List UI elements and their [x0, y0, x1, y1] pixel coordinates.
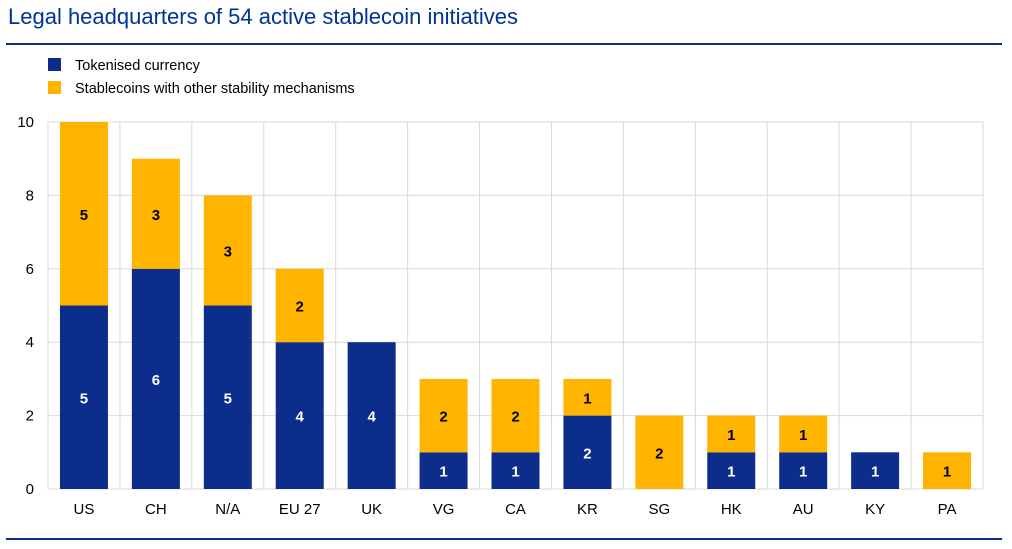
data-label: 1 — [799, 464, 807, 481]
bar-other-us — [59, 122, 108, 306]
y-tick-label: 4 — [26, 334, 34, 351]
y-tick-label: 6 — [26, 261, 34, 278]
chart-title: Legal headquarters of 54 active stableco… — [8, 4, 518, 29]
bar-tokenised-ch — [131, 268, 180, 489]
bar-other-eu27 — [275, 268, 324, 343]
bar-other-hk — [707, 415, 756, 453]
title-divider — [6, 43, 1002, 45]
data-label: 2 — [439, 409, 447, 426]
legend-label: Stablecoins with other stability mechani… — [75, 81, 355, 97]
bar-other-au — [779, 415, 828, 453]
data-label: 2 — [583, 445, 591, 462]
data-label: 1 — [943, 464, 951, 481]
bar-other-na — [203, 195, 252, 306]
bar-tokenised-hk — [707, 452, 756, 489]
data-label: 2 — [511, 409, 519, 426]
x-tick-label: AU — [793, 501, 814, 518]
data-label: 1 — [439, 464, 447, 481]
data-label: 4 — [296, 409, 305, 426]
bar-tokenised-eu27 — [275, 342, 324, 489]
bar-other-vg — [419, 378, 468, 453]
y-tick-label: 2 — [26, 408, 34, 425]
bar-other-sg — [635, 415, 684, 489]
legend-label: Tokenised currency — [75, 58, 201, 74]
data-label: 2 — [296, 299, 304, 316]
x-tick-label: HK — [721, 501, 742, 518]
legend-swatch — [48, 81, 61, 94]
x-tick-label: CH — [145, 501, 167, 518]
bar-tokenised-us — [59, 305, 108, 489]
bar-tokenised-na — [203, 305, 252, 489]
x-tick-label: KR — [577, 501, 598, 518]
data-label: 1 — [799, 427, 807, 444]
bottom-divider — [6, 538, 1002, 540]
x-tick-label: PA — [938, 501, 957, 518]
x-tick-label: KY — [865, 501, 885, 518]
data-label: 5 — [80, 207, 88, 224]
data-label: 1 — [871, 464, 879, 481]
data-label: 1 — [583, 390, 591, 407]
data-label: 1 — [727, 427, 735, 444]
x-tick-label: EU 27 — [279, 501, 321, 518]
bar-tokenised-uk — [347, 342, 396, 489]
bar-tokenised-ky — [851, 452, 900, 489]
bar-other-pa — [923, 452, 972, 489]
x-tick-label: VG — [433, 501, 455, 518]
y-tick-label: 0 — [26, 481, 34, 498]
data-label: 6 — [152, 372, 160, 389]
bar-tokenised-au — [779, 452, 828, 489]
x-tick-label: UK — [361, 501, 382, 518]
bar-tokenised-ca — [491, 452, 540, 489]
data-label: 3 — [224, 243, 232, 260]
bar-other-ca — [491, 378, 540, 453]
legend-swatch — [48, 58, 61, 71]
data-label: 1 — [727, 464, 735, 481]
data-label: 1 — [511, 464, 519, 481]
x-tick-label: N/A — [215, 501, 240, 518]
bar-tokenised-vg — [419, 452, 468, 489]
x-tick-label: US — [74, 501, 95, 518]
data-label: 5 — [224, 390, 232, 407]
x-tick-label: CA — [505, 501, 526, 518]
y-tick-label: 8 — [26, 187, 34, 204]
data-label: 2 — [655, 445, 663, 462]
bar-other-ch — [131, 158, 180, 269]
x-tick-label: SG — [649, 501, 671, 518]
data-label: 4 — [367, 409, 376, 426]
bar-tokenised-kr — [563, 415, 612, 489]
data-label: 3 — [152, 207, 160, 224]
y-tick-label: 10 — [17, 114, 34, 131]
data-label: 5 — [80, 390, 88, 407]
bar-other-kr — [563, 378, 612, 416]
